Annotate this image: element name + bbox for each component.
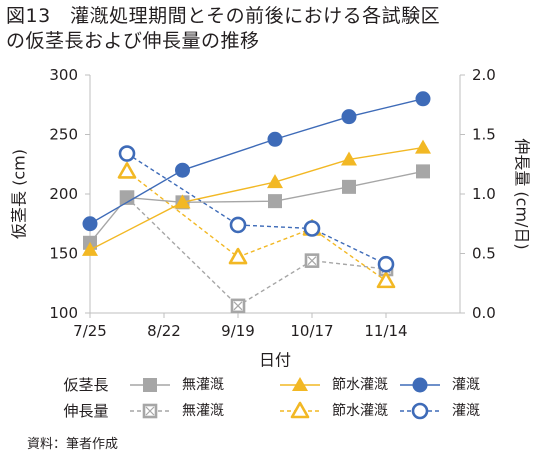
data-point-length-irrigation bbox=[415, 91, 431, 107]
data-point-growth-irrigation bbox=[229, 216, 247, 234]
data-point-length-no-irrigation bbox=[342, 179, 356, 194]
data-point-length-water-saving bbox=[267, 174, 283, 189]
figure-title-line2: の仮茎長および伸長量の推移 bbox=[6, 30, 260, 52]
data-point-length-irrigation-shape bbox=[82, 216, 98, 232]
y-left-tick-label: 100 bbox=[49, 304, 78, 322]
legend-marker-cross bbox=[145, 406, 155, 416]
x-tick-label: 8/22 bbox=[147, 322, 181, 340]
y-left-tick-label: 250 bbox=[49, 126, 78, 144]
data-point-length-water-saving-shape bbox=[174, 194, 191, 209]
series-line-growth-no-irrigation bbox=[126, 197, 387, 307]
legend-marker bbox=[143, 378, 157, 392]
plot-area bbox=[82, 91, 431, 314]
data-point-length-water-saving bbox=[82, 241, 98, 256]
data-point-length-water-saving-shape bbox=[415, 139, 431, 154]
data-point-length-irrigation bbox=[267, 131, 283, 147]
data-point-length-water-saving-shape bbox=[341, 151, 357, 166]
series-line-growth-water-saving bbox=[126, 170, 387, 282]
data-point-length-irrigation bbox=[82, 216, 98, 232]
data-point-growth-water-saving-shape bbox=[376, 271, 396, 289]
data-point-length-water-saving-shape bbox=[267, 174, 283, 189]
legend-item-label: 灌漑 bbox=[452, 403, 480, 419]
data-point-growth-no-irrigation-cross bbox=[307, 256, 317, 266]
figure-title-line1: 図13 灌漑処理期間とその前後における各試験区 bbox=[6, 5, 441, 27]
data-point-growth-no-irrigation bbox=[304, 253, 320, 268]
y-right-tick-label: 1.5 bbox=[472, 126, 496, 144]
legend-marker-shape bbox=[292, 377, 308, 391]
y-axis-left-label: 仮茎長 (cm) bbox=[10, 149, 29, 239]
legend-marker-shape bbox=[411, 402, 429, 420]
data-point-growth-irrigation-shape bbox=[229, 216, 247, 234]
legend-item-label: 節水灌漑 bbox=[332, 376, 388, 393]
data-point-growth-water-saving bbox=[228, 247, 248, 265]
x-tick-label: 9/19 bbox=[221, 322, 255, 340]
y-axis-right-label: 伸長量 (cm/日) bbox=[513, 138, 532, 249]
data-point-length-no-irrigation-shape bbox=[268, 194, 282, 209]
legend-marker bbox=[412, 377, 428, 393]
data-point-length-no-irrigation-shape bbox=[342, 179, 356, 194]
y-right-tick-label: 2.0 bbox=[472, 66, 496, 84]
data-point-growth-irrigation-shape bbox=[377, 255, 395, 273]
legend-group-label: 伸長量 bbox=[63, 402, 108, 420]
y-right-tick-label: 0.0 bbox=[472, 304, 496, 322]
source-note: 資料：筆者作成 bbox=[27, 437, 119, 452]
data-point-length-irrigation-shape bbox=[341, 109, 357, 125]
data-point-length-irrigation-shape bbox=[267, 131, 283, 147]
legend-item-label: 無灌漑 bbox=[182, 377, 224, 393]
y-right-tick-label: 1.0 bbox=[472, 185, 496, 203]
y-right-tick-label: 0.5 bbox=[472, 245, 496, 263]
legend-item-label: 灌漑 bbox=[452, 377, 480, 393]
data-point-length-no-irrigation-shape bbox=[416, 164, 430, 179]
x-tick-label: 7/25 bbox=[73, 322, 107, 340]
y-left-tick-label: 150 bbox=[49, 245, 78, 263]
legend-marker bbox=[290, 401, 310, 419]
legend-group-label: 仮茎長 bbox=[63, 376, 108, 394]
data-point-length-irrigation-shape bbox=[175, 162, 190, 178]
data-point-length-no-irrigation bbox=[268, 194, 282, 209]
data-point-growth-irrigation bbox=[377, 255, 395, 273]
legend-item-label: 節水灌漑 bbox=[332, 402, 388, 419]
y-left-tick-label: 200 bbox=[49, 185, 78, 203]
data-point-growth-no-irrigation-cross bbox=[233, 301, 243, 311]
legend-marker-shape bbox=[290, 401, 310, 419]
data-point-length-irrigation-shape bbox=[415, 91, 431, 107]
legend-marker-shape bbox=[143, 378, 157, 392]
legend-item-label: 無灌漑 bbox=[182, 403, 224, 419]
data-point-length-water-saving bbox=[174, 194, 191, 209]
data-point-growth-water-saving bbox=[117, 162, 137, 179]
x-tick-label: 10/17 bbox=[290, 322, 333, 340]
data-point-growth-water-saving-shape bbox=[117, 162, 137, 179]
data-point-length-no-irrigation bbox=[416, 164, 430, 179]
data-point-length-irrigation bbox=[175, 162, 190, 178]
data-point-length-water-saving bbox=[341, 151, 357, 166]
data-point-growth-irrigation-shape bbox=[303, 220, 321, 237]
x-tick-label: 11/14 bbox=[364, 322, 407, 340]
data-point-growth-no-irrigation bbox=[230, 298, 246, 314]
legend-marker-shape bbox=[412, 377, 428, 393]
x-axis-label: 日付 bbox=[259, 351, 291, 370]
data-point-growth-water-saving-shape bbox=[228, 247, 248, 265]
data-point-growth-water-saving bbox=[376, 271, 396, 289]
data-point-length-water-saving bbox=[415, 139, 431, 154]
data-point-length-irrigation bbox=[341, 109, 357, 125]
legend-marker bbox=[411, 402, 429, 420]
series-line-growth-irrigation bbox=[126, 152, 387, 265]
data-point-growth-irrigation bbox=[303, 220, 321, 237]
legend-marker bbox=[292, 377, 308, 391]
legend-marker bbox=[142, 403, 158, 419]
data-point-growth-irrigation-shape bbox=[118, 145, 136, 162]
data-point-length-water-saving-shape bbox=[82, 241, 98, 256]
data-point-growth-irrigation bbox=[118, 145, 136, 162]
y-left-tick-label: 300 bbox=[49, 66, 78, 84]
